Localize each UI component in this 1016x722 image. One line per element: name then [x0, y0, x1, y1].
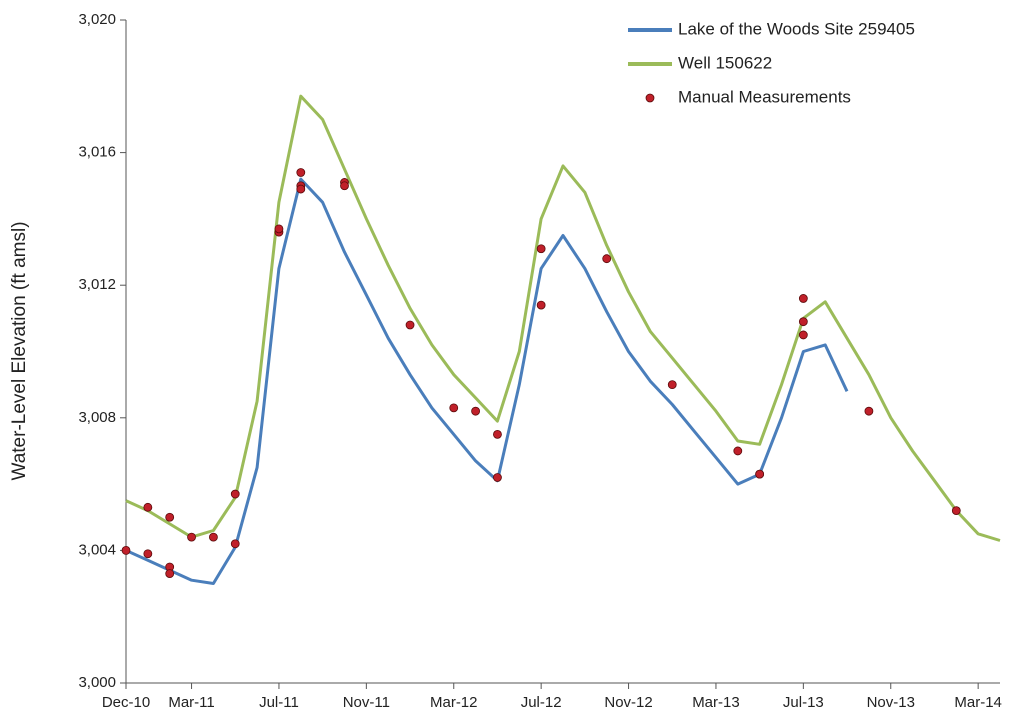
- y-tick-label: 3,004: [78, 541, 116, 558]
- measurement-point: [340, 181, 349, 191]
- x-tick-label: Jul-13: [783, 694, 824, 711]
- legend-label: Well 150622: [678, 53, 772, 72]
- measurement-point: [733, 446, 743, 456]
- measurement-point: [602, 254, 612, 264]
- measurement-point: [798, 330, 808, 340]
- measurement-point: [864, 406, 874, 416]
- x-tick-label: Jul-11: [259, 694, 299, 711]
- measurement-point: [536, 300, 546, 310]
- x-tick-label: Jul-12: [521, 694, 562, 711]
- y-tick-label: 3,020: [78, 11, 116, 28]
- measurement-point: [143, 502, 153, 512]
- measurement-point: [143, 549, 153, 559]
- measurement-point: [798, 317, 808, 327]
- measurement-point: [274, 224, 284, 234]
- measurement-point: [536, 244, 546, 254]
- y-tick-label: 3,012: [78, 276, 116, 293]
- y-tick-label: 3,008: [78, 409, 116, 426]
- x-tick-label: Mar-11: [168, 694, 214, 711]
- measurement-point: [755, 469, 765, 479]
- measurement-point: [798, 294, 808, 303]
- measurement-point: [208, 532, 218, 542]
- series-line: [125, 177, 849, 585]
- measurement-point: [230, 539, 240, 549]
- x-tick-label: Nov-11: [343, 694, 390, 711]
- measurement-point: [493, 429, 502, 439]
- legend-swatch: [645, 93, 655, 103]
- x-tick-label: Nov-12: [604, 694, 652, 711]
- x-tick-label: Mar-12: [430, 694, 478, 711]
- series-line: [125, 94, 1001, 542]
- measurement-point: [405, 320, 415, 330]
- y-tick-label: 3,016: [78, 144, 116, 161]
- measurement-point: [449, 403, 459, 413]
- x-tick-label: Mar-13: [692, 694, 740, 711]
- measurement-point: [951, 506, 961, 516]
- measurement-point: [296, 168, 306, 177]
- measurement-point: [165, 569, 175, 579]
- x-tick-label: Mar-14: [954, 694, 1002, 711]
- measurement-point: [230, 489, 240, 499]
- y-tick-label: 3,000: [78, 674, 116, 691]
- x-tick-label: Nov-13: [867, 694, 915, 711]
- measurement-point: [121, 546, 131, 555]
- legend-label: Lake of the Woods Site 259405: [678, 19, 915, 38]
- measurement-point: [296, 184, 306, 194]
- x-tick-label: Dec-10: [102, 694, 150, 711]
- measurement-point: [493, 473, 502, 482]
- measurement-point: [165, 512, 175, 522]
- y-axis-label: Water-Level Elevation (ft amsl): [9, 221, 30, 480]
- measurement-point: [471, 406, 481, 416]
- measurement-point: [667, 380, 677, 390]
- measurement-point: [187, 532, 196, 542]
- legend-label: Manual Measurements: [678, 87, 851, 106]
